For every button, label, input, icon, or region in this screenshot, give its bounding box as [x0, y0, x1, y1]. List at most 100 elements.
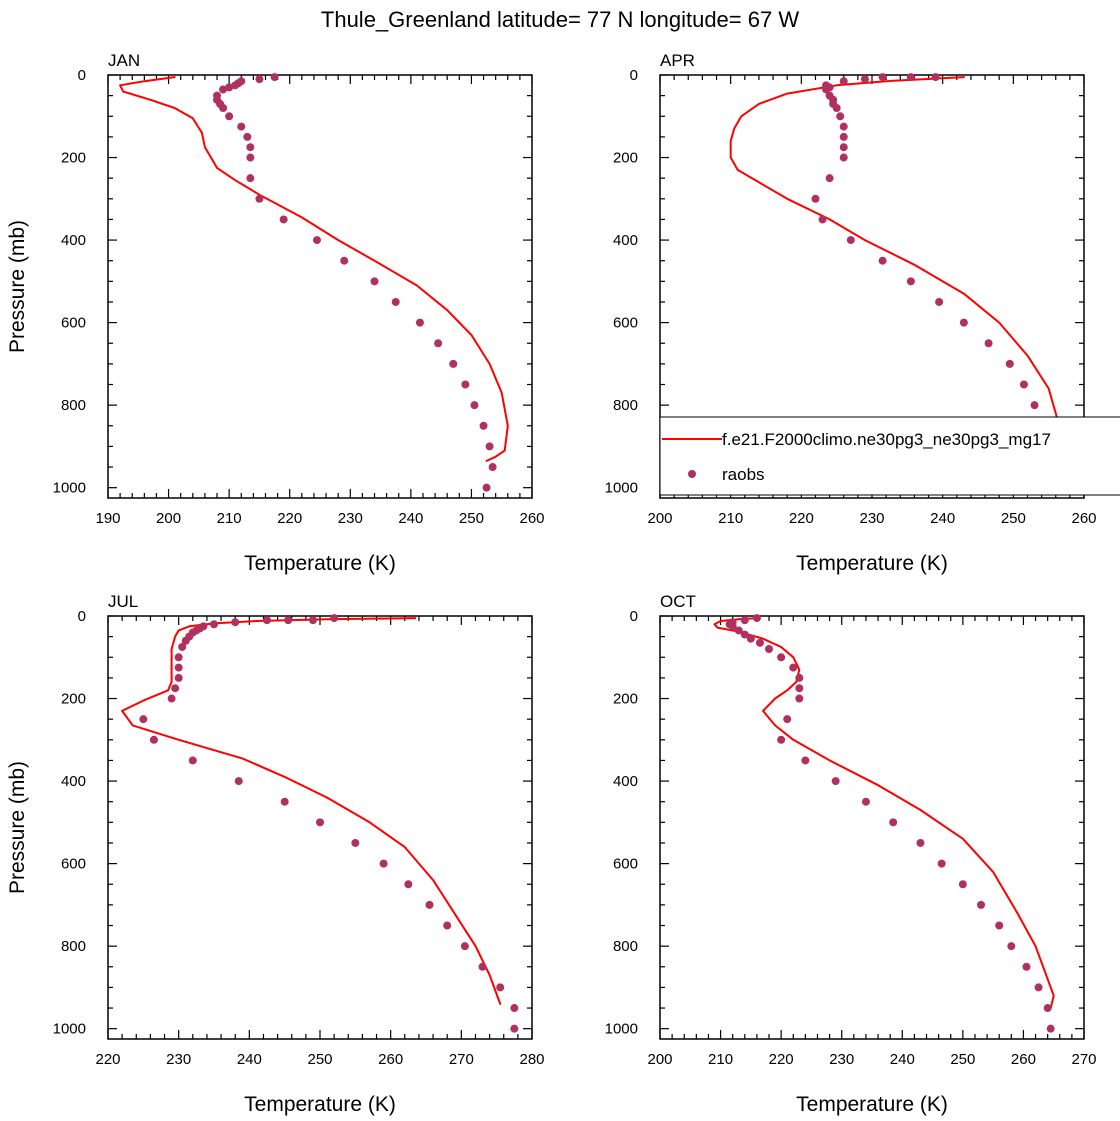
raobs-point	[178, 642, 187, 651]
raobs-point	[231, 618, 240, 627]
raobs-point	[789, 663, 798, 672]
x-tick-label: 250	[950, 1051, 975, 1068]
raobs-point	[482, 483, 491, 492]
raobs-point	[174, 653, 183, 662]
raobs-point	[312, 236, 321, 245]
raobs-point	[861, 797, 870, 806]
x-tick-label: 260	[1011, 1051, 1036, 1068]
raobs-point	[1005, 359, 1014, 368]
raobs-point	[255, 194, 264, 203]
raobs-point	[1046, 1024, 1055, 1033]
x-tick-label: 250	[1001, 510, 1026, 527]
raobs-point	[246, 153, 255, 162]
x-tick-label: 270	[1071, 1051, 1096, 1068]
y-tick-label: 800	[613, 397, 638, 414]
raobs-point	[263, 616, 271, 625]
x-tick-label: 210	[708, 1051, 733, 1068]
y-tick-label: 0	[630, 608, 638, 625]
raobs-point	[783, 715, 792, 724]
raobs-point	[836, 112, 845, 121]
raobs-point	[470, 401, 479, 410]
raobs-point	[149, 735, 158, 744]
raobs-point	[316, 818, 324, 827]
raobs-point	[795, 694, 804, 703]
panel-apr: APR 200 210 220 230 240 250 260 0 200 400 600 800 100…	[605, 51, 1097, 575]
raobs-point	[379, 859, 388, 868]
x-tick-label: 240	[398, 510, 423, 527]
raobs-point	[460, 942, 469, 951]
model-line	[729, 76, 1064, 468]
raobs-point	[219, 85, 228, 94]
raobs-point	[255, 75, 264, 84]
raobs-point	[139, 715, 148, 724]
legend-obs-label: raobs	[722, 465, 765, 484]
raobs-point	[479, 421, 488, 430]
x-axis-title: Temperature (K)	[244, 552, 396, 575]
x-tick-label: 260	[519, 510, 544, 527]
raobs-point	[931, 73, 940, 82]
raobs-point	[234, 777, 243, 786]
y-tick-label: 0	[630, 67, 638, 84]
x-tick-label: 220	[769, 1051, 794, 1068]
raobs-point	[1043, 1004, 1052, 1013]
y-tick-label: 200	[613, 150, 638, 167]
raobs-point	[284, 616, 293, 625]
raobs-point	[846, 236, 855, 245]
x-tick-label: 190	[95, 510, 120, 527]
raobs-point	[728, 622, 737, 631]
panel-title: JAN	[108, 51, 140, 70]
x-tick-label: 230	[859, 510, 884, 527]
x-axis-title: Temperature (K)	[244, 1093, 396, 1116]
raobs-point	[225, 112, 234, 121]
y-tick-label: 400	[613, 773, 638, 790]
raobs-point	[1022, 962, 1031, 971]
raobs-point	[210, 620, 218, 629]
raobs-point	[496, 983, 505, 992]
raobs-point	[478, 962, 487, 971]
x-tick-label: 210	[718, 510, 743, 527]
raobs-point	[831, 777, 840, 786]
plot-frame	[107, 74, 533, 499]
x-axis-title: Temperature (K)	[796, 1093, 948, 1116]
x-tick-label: 200	[156, 510, 181, 527]
model-line	[119, 76, 509, 462]
raobs-point	[839, 143, 848, 152]
plot-frame	[659, 615, 1085, 1040]
x-tick-label: 270	[449, 1051, 474, 1068]
x-tick-label: 250	[307, 1051, 332, 1068]
raobs-point	[425, 900, 434, 909]
raobs-point	[958, 880, 967, 889]
y-tick-label: 0	[78, 608, 86, 625]
raobs-point	[340, 256, 349, 265]
x-tick-label: 200	[647, 510, 672, 527]
x-tick-label: 220	[277, 510, 302, 527]
raobs-point	[765, 645, 774, 654]
raobs-point	[443, 921, 452, 930]
legend-obs-swatch	[688, 470, 696, 478]
y-tick-label: 400	[61, 232, 86, 249]
raobs-point	[740, 616, 749, 625]
x-tick-label: 230	[166, 1051, 191, 1068]
raobs-point	[984, 339, 993, 348]
y-tick-label: 1000	[53, 480, 86, 497]
raobs-point	[746, 634, 755, 643]
raobs-point	[752, 614, 761, 623]
x-tick-label: 220	[95, 1051, 120, 1068]
x-tick-label: 250	[459, 510, 484, 527]
raobs-point	[219, 104, 228, 113]
y-tick-label: 1000	[53, 1021, 86, 1038]
raobs-point	[777, 735, 786, 744]
raobs-point	[485, 442, 494, 451]
raobs-point	[839, 132, 848, 141]
raobs-point	[995, 921, 1004, 930]
raobs-point	[1007, 942, 1016, 951]
figure-title: Thule_Greenland latitude= 77 N longitude…	[321, 7, 799, 32]
raobs-point	[237, 122, 246, 131]
y-axis-title: Pressure (mb)	[6, 761, 29, 894]
raobs-point	[937, 859, 946, 868]
y-tick-label: 600	[61, 856, 86, 873]
raobs-point	[889, 818, 898, 827]
raobs-point	[330, 614, 339, 623]
raobs-point	[878, 256, 887, 265]
